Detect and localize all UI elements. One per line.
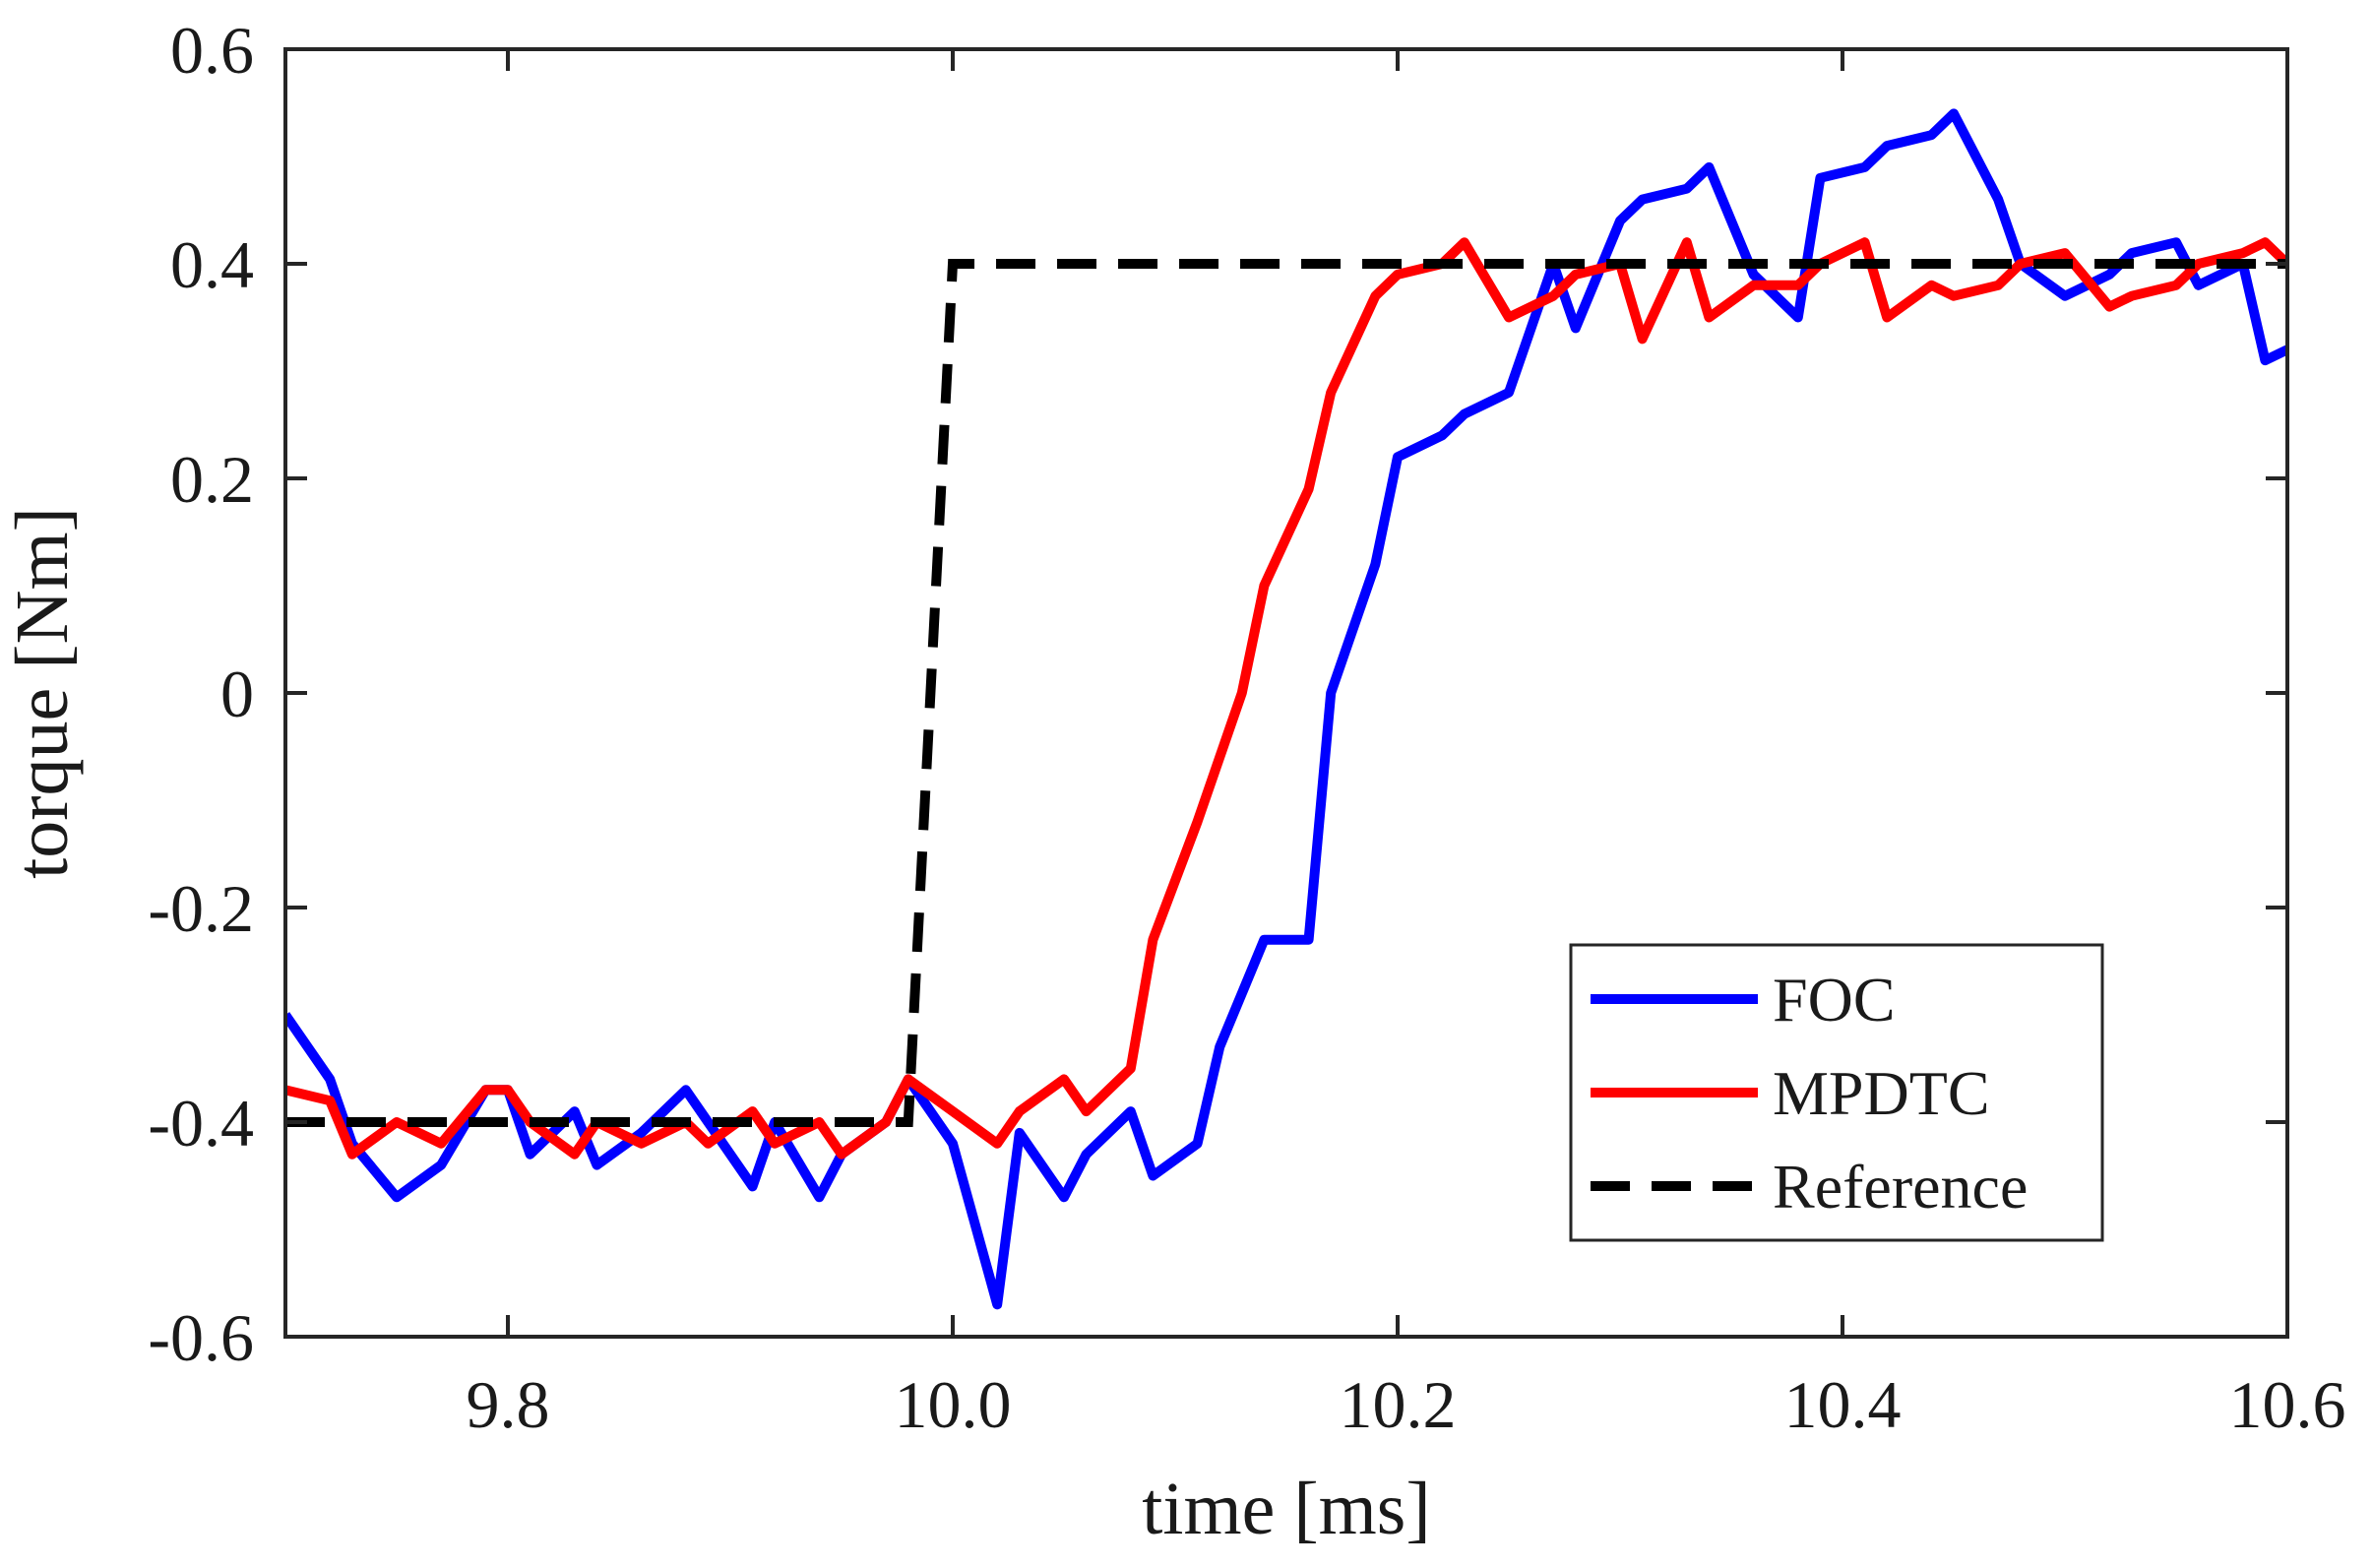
legend-label-mpdtc: MPDTC [1773,1058,1990,1128]
y-tick-label: -0.6 [148,1300,254,1375]
x-axis-title: time [ms] [1142,1468,1430,1550]
legend-label-foc: FOC [1773,965,1896,1035]
x-tick-label: 10.4 [1784,1367,1902,1442]
series-line-foc [285,108,2287,1310]
legend: FOC MPDTC Reference [1569,943,2104,1242]
legend-label-reference: Reference [1773,1152,2028,1222]
x-tick-label: 10.0 [895,1367,1012,1442]
y-tick-label: 0 [220,657,254,731]
y-tick-label: -0.4 [148,1086,254,1160]
y-tick-label: -0.2 [148,871,254,946]
tick-marks [285,47,2289,1339]
series-line-reference [285,259,2287,1127]
y-tick-label: 0.4 [170,227,254,302]
series-line-mpdtc [285,237,2287,1160]
y-tick-label: 0.2 [170,442,254,517]
y-axis-title: torque [Nm] [1,507,84,879]
x-tick-label: 10.6 [2229,1367,2346,1442]
x-tick-label: 10.2 [1340,1367,1457,1442]
tick-labels: 9.8 10.0 10.2 10.4 10.6 -0.6 -0.4 -0.2 0 0.2 0.4 0.… [148,13,2345,1442]
y-tick-label: 0.6 [170,13,254,88]
x-tick-label: 9.8 [467,1367,550,1442]
series-layer [285,108,2287,1310]
